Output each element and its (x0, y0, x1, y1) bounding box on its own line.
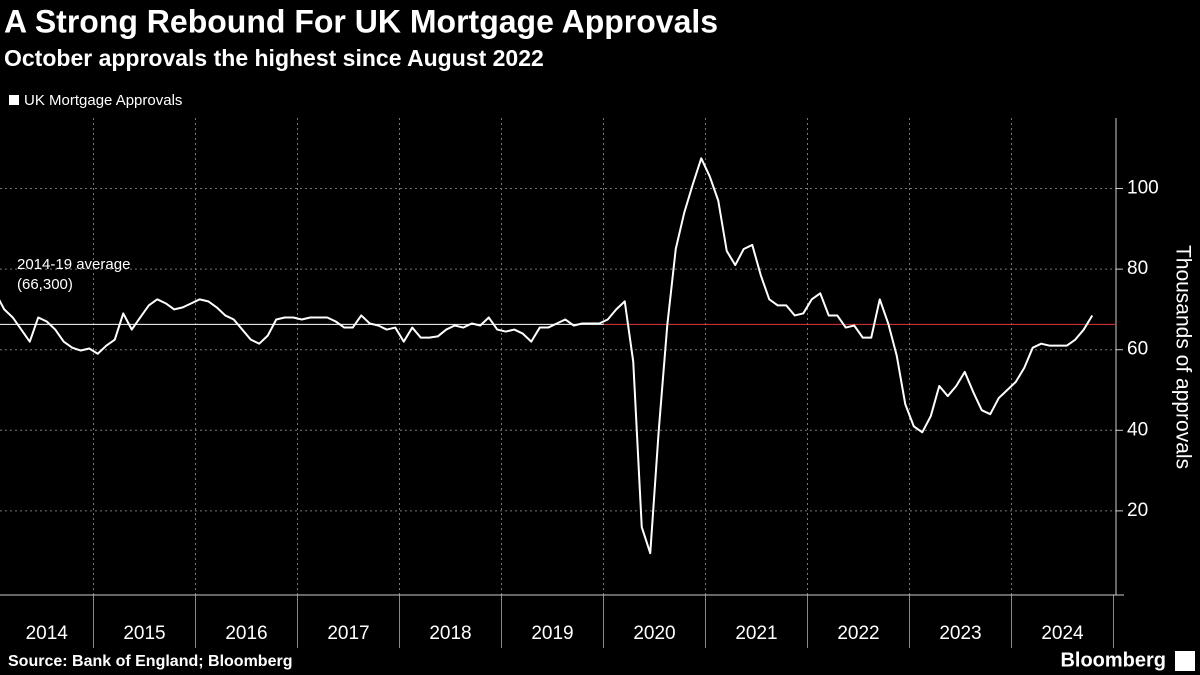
x-tick-label: 2019 (531, 623, 573, 644)
x-tick-label: 2017 (327, 623, 369, 644)
y-tick-label: 40 (1127, 419, 1148, 440)
source-note: Source: Bank of England; Bloomberg (8, 653, 292, 670)
y-axis-label: Thousands of approvals (1171, 245, 1194, 469)
brand-icon (1175, 651, 1195, 671)
x-tick-label: 2022 (837, 623, 879, 644)
annotation: 2014-19 average (17, 256, 130, 273)
y-tick-label: 80 (1127, 258, 1148, 279)
chart-subtitle: October approvals the highest since Augu… (4, 45, 544, 71)
chart-title: A Strong Rebound For UK Mortgage Approva… (4, 3, 718, 39)
annotation: (66,300) (17, 276, 73, 293)
y-tick-label: 20 (1127, 500, 1148, 521)
x-tick-label: 2024 (1041, 623, 1084, 644)
x-tick-label: 2014 (26, 623, 69, 644)
data-line (0, 157, 1094, 555)
x-tick-label: 2020 (633, 623, 675, 644)
legend-label: UK Mortgage Approvals (24, 92, 182, 109)
x-tick-label: 2016 (225, 623, 267, 644)
x-tick-label: 2023 (939, 623, 981, 644)
legend-swatch (9, 95, 19, 105)
x-tick-label: 2021 (735, 623, 777, 644)
brand: Bloomberg (1060, 649, 1166, 671)
y-tick-label: 60 (1127, 339, 1148, 360)
x-tick-label: 2015 (123, 623, 165, 644)
y-tick-label: 100 (1127, 178, 1159, 199)
x-tick-label: 2018 (429, 623, 471, 644)
